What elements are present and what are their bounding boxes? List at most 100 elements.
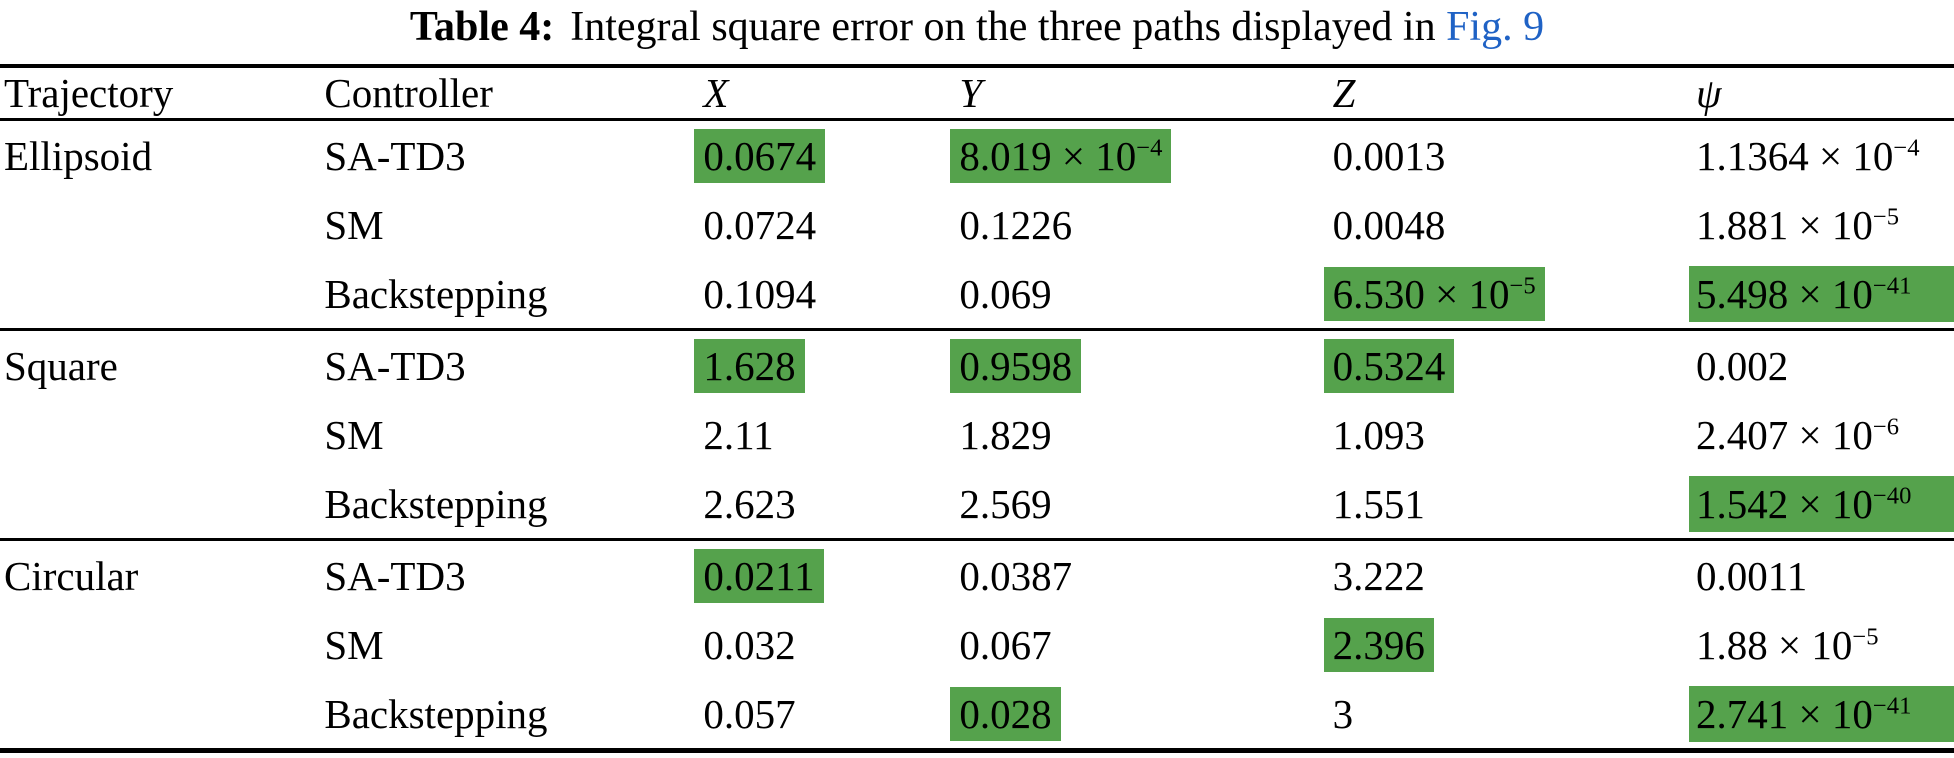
highlighted-value: 8.019 × 10−4 bbox=[950, 128, 1172, 183]
controller-cell: SM bbox=[324, 411, 384, 458]
fig-9-link[interactable]: Fig. 9 bbox=[1446, 4, 1545, 50]
value-cell-x: 0.057 bbox=[703, 679, 959, 751]
trajectory-cell bbox=[0, 400, 324, 469]
controller-cell: Backstepping bbox=[324, 270, 548, 317]
value-cell-y: 0.069 bbox=[959, 259, 1332, 330]
value-cell-psi: 2.741 × 10−41 bbox=[1689, 679, 1954, 751]
value-text: 3.222 bbox=[1332, 552, 1425, 599]
value-text: 0.0048 bbox=[1332, 201, 1446, 248]
trajectory-cell bbox=[0, 190, 324, 259]
exponent: −41 bbox=[1872, 271, 1912, 299]
column-header-x: X bbox=[703, 70, 729, 116]
controller-cell: SM bbox=[324, 621, 384, 668]
value-cell-y: 0.1226 bbox=[959, 190, 1332, 259]
value-cell-y: 0.067 bbox=[959, 610, 1332, 679]
highlighted-value: 6.530 × 10−5 bbox=[1323, 266, 1545, 321]
value-text: 2.407 × 10−6 bbox=[1696, 411, 1900, 458]
value-cell-x: 0.032 bbox=[703, 610, 959, 679]
table-row: Square SA-TD3 1.628 0.9598 0.5324 0.002 bbox=[0, 330, 1954, 401]
highlighted-value: 0.0674 bbox=[694, 128, 826, 183]
value-text: 0.1226 bbox=[959, 201, 1073, 248]
value-cell-y: 0.0387 bbox=[959, 540, 1332, 611]
value-text: 1.1364 × 10−4 bbox=[1696, 132, 1920, 179]
value-cell-x: 2.623 bbox=[703, 469, 959, 540]
trajectory-group-ellipsoid: Ellipsoid SA-TD3 0.0674 8.019 × 10−4 0.0013 1… bbox=[0, 120, 1954, 330]
value-text: 0.0387 bbox=[959, 552, 1073, 599]
controller-cell: SA-TD3 bbox=[324, 132, 466, 179]
value-cell-z: 0.0013 bbox=[1333, 120, 1696, 191]
table-row: Backstepping 0.057 0.028 3 2.741 × 10−41 bbox=[0, 679, 1954, 751]
value-text: 0.032 bbox=[703, 621, 796, 668]
value-cell-z: 3 bbox=[1333, 679, 1696, 751]
exponent: −4 bbox=[1136, 133, 1163, 161]
exponent: −5 bbox=[1872, 202, 1900, 230]
highlighted-value: 5.498 × 10−41 bbox=[1689, 265, 1954, 322]
value-text: 2.569 bbox=[959, 480, 1052, 527]
column-header-controller: Controller bbox=[324, 70, 493, 116]
value-cell-z: 1.093 bbox=[1333, 400, 1696, 469]
value-text: 0.0724 bbox=[703, 201, 817, 248]
table-row: Ellipsoid SA-TD3 0.0674 8.019 × 10−4 0.0013 1… bbox=[0, 120, 1954, 191]
value-cell-x: 0.1094 bbox=[703, 259, 959, 330]
controller-cell: Backstepping bbox=[324, 480, 548, 527]
value-cell-psi: 2.407 × 10−6 bbox=[1696, 400, 1954, 469]
column-header-z: Z bbox=[1332, 70, 1356, 116]
table-row: Backstepping 0.1094 0.069 6.530 × 10−5 5.498… bbox=[0, 259, 1954, 330]
value-text: 2.11 bbox=[703, 411, 774, 458]
table-caption-text: Integral square error on the three paths… bbox=[570, 4, 1436, 50]
column-header-y: Y bbox=[959, 70, 983, 116]
value-text: 0.0011 bbox=[1696, 552, 1808, 599]
value-cell-z: 6.530 × 10−5 bbox=[1323, 259, 1696, 330]
column-header-psi: ψ bbox=[1696, 70, 1722, 116]
value-cell-z: 0.0048 bbox=[1333, 190, 1696, 259]
value-cell-z: 0.5324 bbox=[1323, 330, 1696, 401]
trajectory-cell: Square bbox=[4, 342, 118, 389]
value-cell-x: 0.0211 bbox=[694, 540, 959, 611]
trajectory-cell bbox=[0, 259, 324, 330]
value-text: 0.002 bbox=[1696, 342, 1789, 389]
value-cell-z: 1.551 bbox=[1333, 469, 1696, 540]
value-cell-y: 0.028 bbox=[950, 679, 1332, 751]
value-cell-z: 3.222 bbox=[1333, 540, 1696, 611]
value-cell-x: 0.0724 bbox=[703, 190, 959, 259]
table-caption-label: Table 4: bbox=[409, 4, 555, 50]
value-cell-psi: 1.88 × 10−5 bbox=[1696, 610, 1954, 679]
table-row: Circular SA-TD3 0.0211 0.0387 3.222 0.0011 bbox=[0, 540, 1954, 611]
value-text: 0.0013 bbox=[1332, 132, 1446, 179]
value-cell-psi: 0.0011 bbox=[1696, 540, 1954, 611]
value-text: 1.093 bbox=[1332, 411, 1425, 458]
table-row: Backstepping 2.623 2.569 1.551 1.542 × 10−40 bbox=[0, 469, 1954, 540]
value-cell-y: 0.9598 bbox=[950, 330, 1332, 401]
value-text: 0.067 bbox=[959, 621, 1052, 668]
value-cell-y: 2.569 bbox=[959, 469, 1332, 540]
value-text: 3 bbox=[1332, 690, 1354, 737]
exponent: −41 bbox=[1872, 691, 1912, 719]
controller-cell: SA-TD3 bbox=[324, 342, 466, 389]
value-text: 1.551 bbox=[1332, 480, 1425, 527]
highlighted-value: 2.396 bbox=[1323, 617, 1434, 672]
value-cell-x: 1.628 bbox=[694, 330, 959, 401]
table-row: SM 0.032 0.067 2.396 1.88 × 10−5 bbox=[0, 610, 1954, 679]
table-caption: Table 4: Integral square error on the thr… bbox=[0, 0, 1954, 64]
trajectory-group-square: Square SA-TD3 1.628 0.9598 0.5324 0.002 SM 2.11… bbox=[0, 330, 1954, 540]
value-text: 0.1094 bbox=[703, 270, 817, 317]
trajectory-cell: Circular bbox=[4, 552, 139, 599]
exponent: −5 bbox=[1852, 622, 1879, 650]
value-text: 1.829 bbox=[959, 411, 1052, 458]
exponent: −40 bbox=[1872, 481, 1912, 509]
trajectory-cell bbox=[0, 469, 324, 540]
exponent: −4 bbox=[1893, 133, 1920, 161]
highlighted-value: 0.5324 bbox=[1323, 338, 1455, 393]
highlighted-value: 0.028 bbox=[950, 686, 1061, 741]
trajectory-cell: Ellipsoid bbox=[4, 132, 153, 179]
value-cell-psi: 1.881 × 10−5 bbox=[1696, 190, 1954, 259]
value-cell-psi: 5.498 × 10−41 bbox=[1689, 259, 1954, 330]
value-cell-x: 0.0674 bbox=[694, 120, 959, 191]
highlighted-value: 1.542 × 10−40 bbox=[1689, 475, 1954, 532]
value-cell-z: 2.396 bbox=[1323, 610, 1696, 679]
controller-cell: SM bbox=[324, 201, 384, 248]
